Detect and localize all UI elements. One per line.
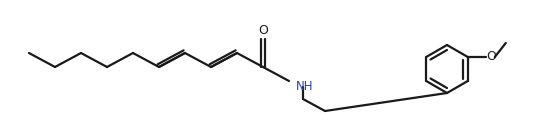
Text: O: O bbox=[486, 51, 496, 63]
Text: NH: NH bbox=[296, 79, 314, 93]
Text: O: O bbox=[258, 23, 268, 37]
